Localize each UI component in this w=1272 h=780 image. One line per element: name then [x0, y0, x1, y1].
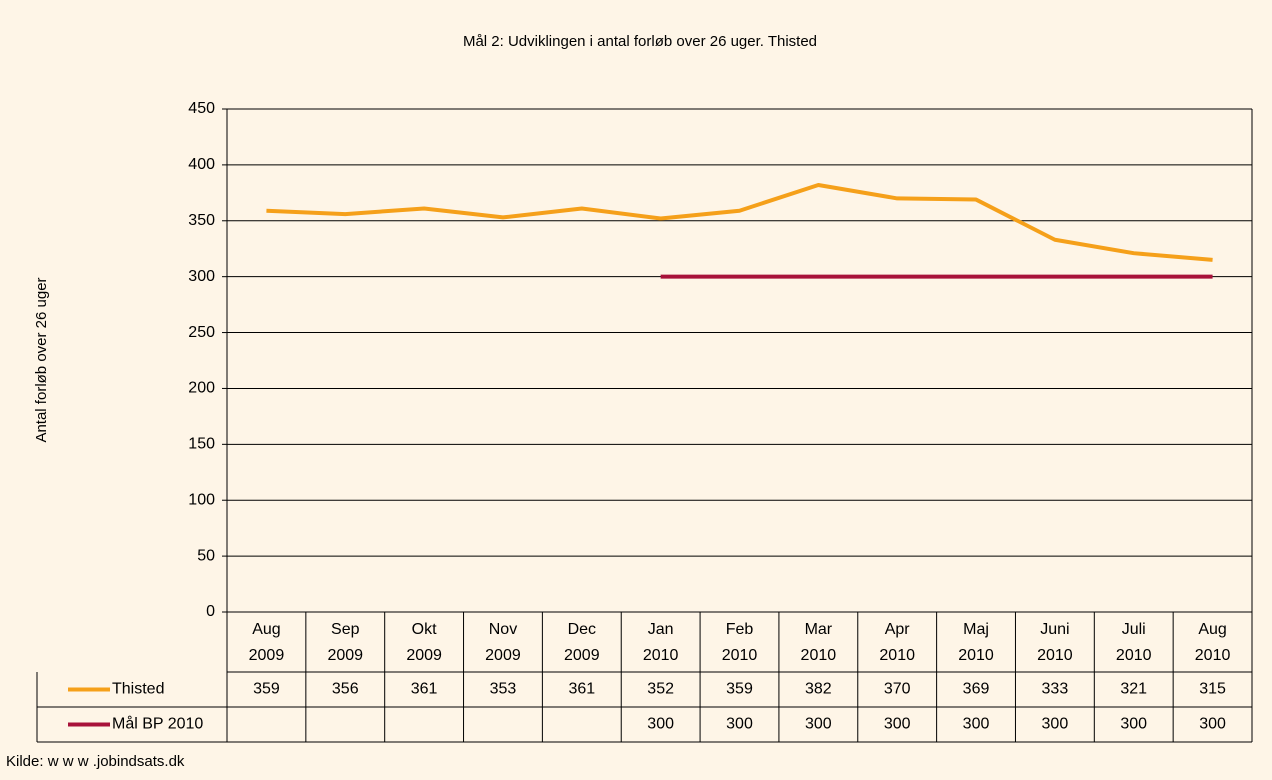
- y-axis-label: Antal forløb over 26 uger: [33, 277, 50, 442]
- table-value: 361: [568, 681, 595, 698]
- y-tick-label: 300: [188, 268, 215, 285]
- table-value: 300: [805, 716, 832, 733]
- y-tick-label: 450: [188, 100, 215, 117]
- y-tick-label: 400: [188, 156, 215, 173]
- x-tick-label: Dec 2009: [564, 621, 600, 664]
- table-value: 382: [805, 681, 832, 698]
- table-value: 300: [963, 716, 990, 733]
- table-value: 300: [1042, 716, 1069, 733]
- x-tick-label: Nov 2009: [485, 621, 521, 664]
- table-value: 356: [332, 681, 359, 698]
- y-tick-label: 200: [188, 380, 215, 397]
- table-value: 315: [1199, 681, 1226, 698]
- legend-label: Thisted: [112, 681, 164, 698]
- x-tick-label: Aug 2009: [249, 621, 285, 664]
- series-line: [266, 183, 1213, 262]
- legend-label: Mål BP 2010: [112, 715, 203, 733]
- table-value: 300: [1120, 716, 1147, 733]
- table-value: 352: [647, 681, 674, 698]
- table-value: 321: [1120, 681, 1147, 698]
- table-value: 353: [490, 681, 517, 698]
- table-value: 333: [1042, 681, 1069, 698]
- table-value: 359: [253, 681, 280, 698]
- x-tick-label: Juli 2010: [1116, 621, 1152, 664]
- x-tick-label: Sep 2009: [327, 621, 363, 664]
- y-tick-label: 150: [188, 436, 215, 453]
- y-tick-label: 250: [188, 324, 215, 341]
- y-tick-label: 350: [188, 212, 215, 229]
- y-tick-label: 0: [206, 603, 215, 620]
- x-tick-label: Mar 2010: [801, 621, 837, 664]
- x-tick-label: Maj 2010: [958, 621, 994, 664]
- x-tick-label: Okt 2009: [406, 621, 442, 664]
- table-value: 369: [963, 681, 990, 698]
- table-value: 359: [726, 681, 753, 698]
- table-value: 300: [884, 716, 911, 733]
- y-tick-label: 50: [197, 547, 215, 564]
- chart-title: Mål 2: Udviklingen i antal forløb over 2…: [463, 33, 817, 50]
- x-tick-label: Feb 2010: [722, 621, 758, 664]
- x-tick-label: Apr 2010: [879, 621, 915, 664]
- x-tick-label: Juni 2010: [1037, 621, 1073, 664]
- table-value: 370: [884, 681, 911, 698]
- x-tick-label: Jan 2010: [643, 621, 679, 664]
- table-value: 300: [726, 716, 753, 733]
- y-tick-label: 100: [188, 491, 215, 508]
- table-value: 300: [1199, 716, 1226, 733]
- x-tick-label: Aug 2010: [1195, 621, 1231, 664]
- source: Kilde: w w w .jobindsats.dk: [6, 753, 185, 770]
- table-value: 300: [647, 716, 674, 733]
- table-value: 361: [411, 681, 438, 698]
